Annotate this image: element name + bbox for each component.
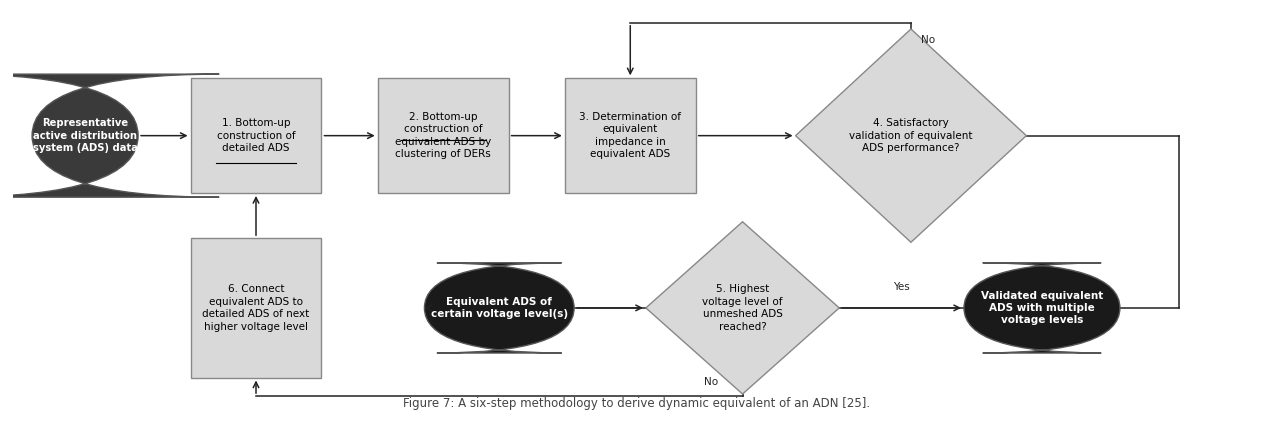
Text: 2. Bottom-up
construction of
equivalent ADS by
clustering of DERs: 2. Bottom-up construction of equivalent …	[395, 112, 491, 159]
Text: 6. Connect
equivalent ADS to
detailed ADS of next
higher voltage level: 6. Connect equivalent ADS to detailed AD…	[202, 284, 309, 332]
Text: 4. Satisfactory
validation of equivalent
ADS performance?: 4. Satisfactory validation of equivalent…	[849, 118, 973, 153]
Text: 5. Highest
voltage level of
unmeshed ADS
reached?: 5. Highest voltage level of unmeshed ADS…	[703, 284, 783, 332]
FancyBboxPatch shape	[378, 78, 509, 193]
Text: No: No	[704, 377, 718, 387]
Text: 3. Determination of
equivalent
impedance in
equivalent ADS: 3. Determination of equivalent impedance…	[579, 112, 681, 159]
FancyBboxPatch shape	[0, 74, 219, 197]
FancyBboxPatch shape	[424, 263, 574, 353]
Text: Validated equivalent
ADS with multiple
voltage levels: Validated equivalent ADS with multiple v…	[980, 291, 1104, 325]
FancyBboxPatch shape	[565, 78, 696, 193]
Polygon shape	[796, 29, 1026, 242]
FancyBboxPatch shape	[964, 263, 1120, 353]
Polygon shape	[645, 222, 839, 394]
Text: Representative
active distribution
system (ADS) data: Representative active distribution syste…	[33, 118, 137, 153]
FancyBboxPatch shape	[191, 78, 322, 193]
Text: Yes: Yes	[894, 281, 910, 292]
Text: 1. Bottom-up
construction of
detailed ADS: 1. Bottom-up construction of detailed AD…	[216, 118, 295, 153]
Text: Equivalent ADS of
certain voltage level(s): Equivalent ADS of certain voltage level(…	[430, 297, 568, 319]
Text: Figure 7: A six-step methodology to derive dynamic equivalent of an ADN [25].: Figure 7: A six-step methodology to deri…	[404, 397, 869, 411]
Text: No: No	[920, 35, 936, 45]
FancyBboxPatch shape	[191, 238, 322, 377]
